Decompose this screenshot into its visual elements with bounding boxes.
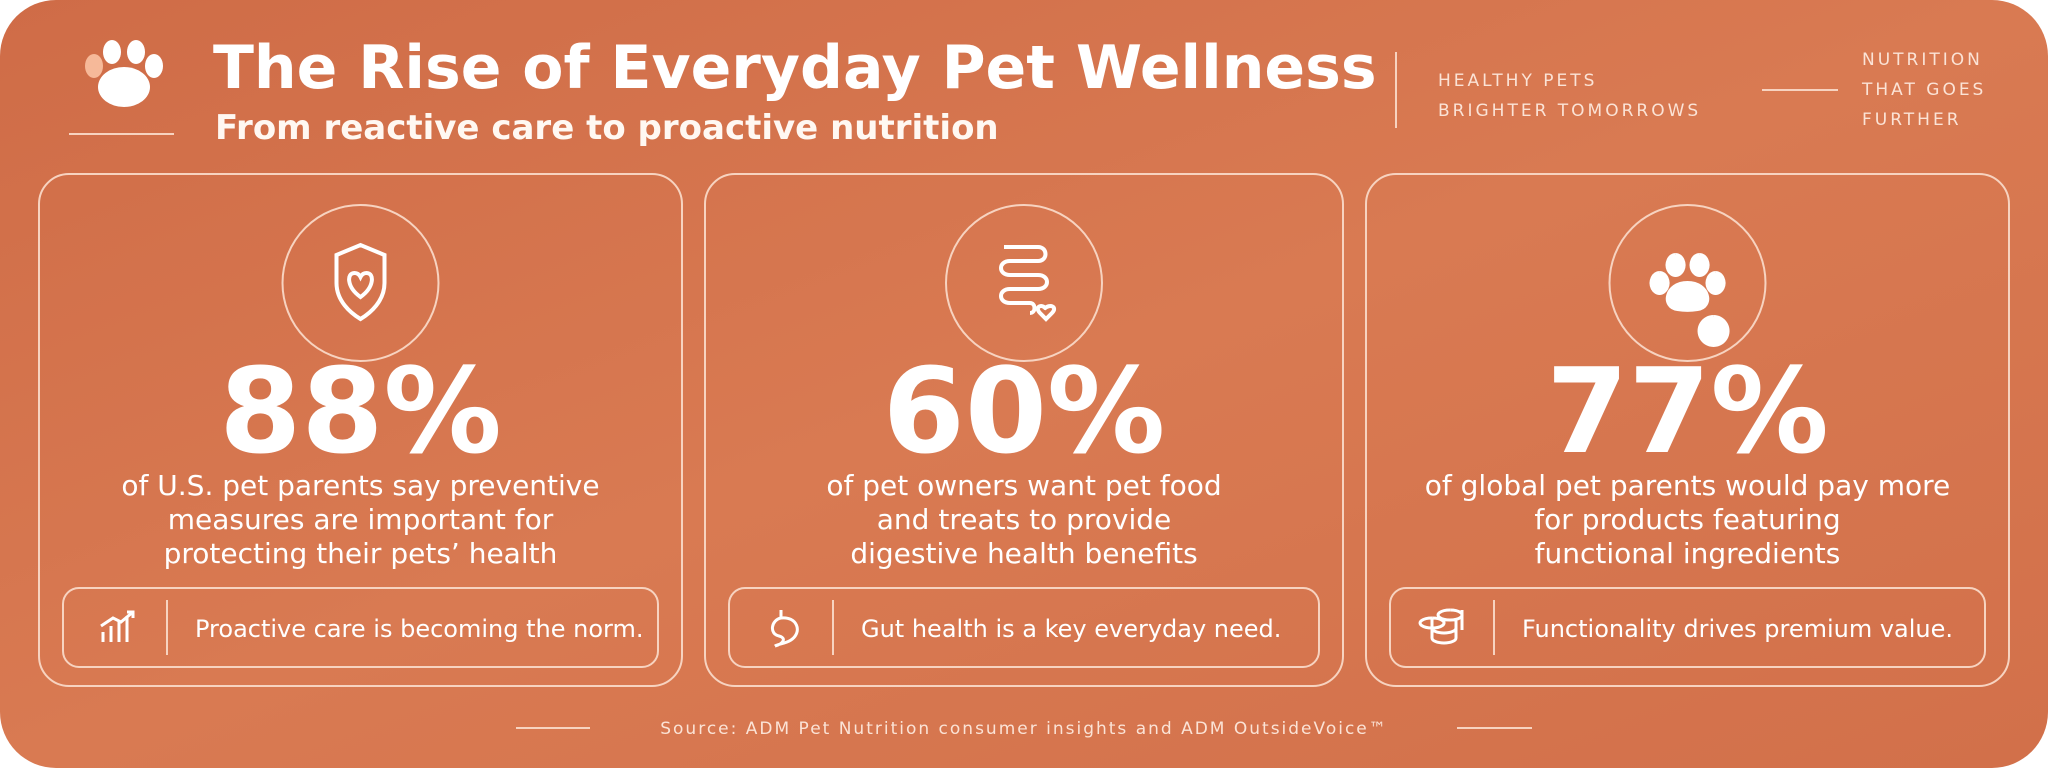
- note-box: [62, 587, 659, 668]
- paw-logo: [85, 40, 163, 107]
- cards: 88%of U.S. pet parents say preventivemea…: [38, 173, 2010, 687]
- tagline: BRIGHTER TOMORROWS: [1438, 101, 1701, 121]
- description: protecting their pets’ health: [164, 537, 558, 570]
- note: Proactive care is becoming the norm.: [195, 615, 643, 643]
- tagline: NUTRITION: [1862, 50, 1983, 70]
- description: of U.S. pet parents say preventive: [121, 469, 599, 502]
- description: of pet owners want pet food: [826, 469, 1221, 502]
- card: 77%of global pet parents would pay moref…: [1365, 173, 2010, 687]
- description: functional ingredients: [1535, 537, 1841, 570]
- subtitle: From reactive care to proactive nutritio…: [215, 108, 999, 148]
- note-icon: [100, 610, 135, 642]
- stat: 88%: [219, 342, 501, 480]
- note: Gut health is a key everyday need.: [861, 615, 1281, 643]
- card: 88%of U.S. pet parents say preventivemea…: [38, 173, 683, 687]
- tagline: HEALTHY PETS: [1438, 71, 1597, 91]
- stat: 60%: [883, 342, 1165, 480]
- card-frame: [704, 173, 1344, 687]
- description: digestive health benefits: [850, 537, 1197, 570]
- icon: [1649, 253, 1730, 347]
- description: for products featuring: [1534, 503, 1840, 536]
- description: of global pet parents would pay more: [1425, 469, 1951, 502]
- note-box: [728, 587, 1320, 668]
- icon: [334, 242, 387, 322]
- source: Source: ADM Pet Nutrition consumer insig…: [660, 719, 1388, 739]
- description: measures are important for: [168, 503, 554, 536]
- icon-circle: [1608, 204, 1767, 362]
- tagline: FURTHER: [1862, 110, 1962, 130]
- tagline: THAT GOES: [1861, 80, 1986, 100]
- note: Functionality drives premium value.: [1522, 615, 1953, 643]
- note-icon: [771, 610, 799, 648]
- stat: 77%: [1546, 342, 1828, 480]
- card-frame: [38, 173, 683, 687]
- card-frame: [1365, 173, 2010, 687]
- icon-circle: [281, 204, 440, 362]
- title: The Rise of Everyday Pet Wellness: [213, 33, 1377, 103]
- icon-circle: [945, 204, 1103, 362]
- description: and treats to provide: [877, 503, 1171, 536]
- note-box: [1389, 587, 1986, 668]
- note-icon: [1418, 608, 1464, 645]
- icon: [999, 245, 1057, 322]
